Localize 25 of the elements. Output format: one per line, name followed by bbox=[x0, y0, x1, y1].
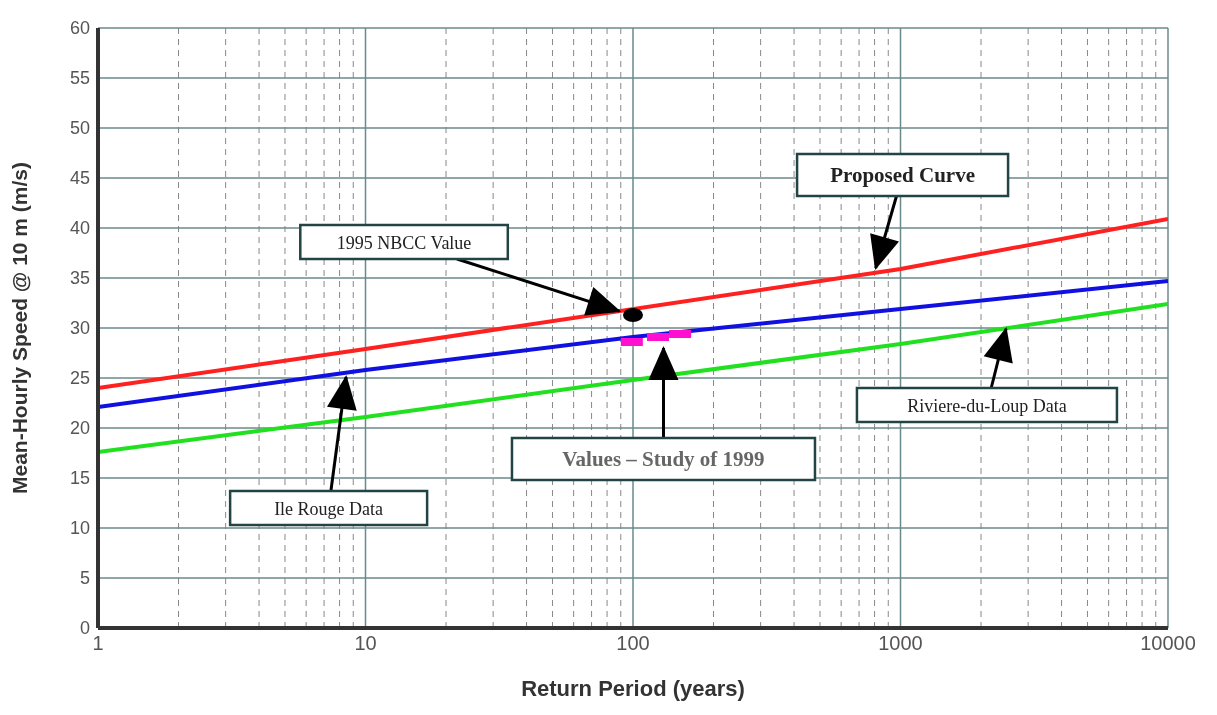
y-tick-label: 45 bbox=[69, 168, 90, 189]
y-tick-label: 20 bbox=[69, 418, 90, 439]
y-tick-label: 5 bbox=[79, 568, 90, 589]
x-tick-label: 1000 bbox=[878, 632, 923, 655]
annotation: Values – Study of 1999 bbox=[562, 447, 765, 471]
annotation: Proposed Curve bbox=[830, 163, 976, 187]
y-tick-label: 60 bbox=[69, 18, 90, 39]
x-axis-title: Return Period (years) bbox=[521, 676, 745, 701]
y-tick-label: 0 bbox=[79, 618, 90, 639]
y-tick-label: 30 bbox=[69, 318, 90, 339]
annotation: 1995 NBCC Value bbox=[336, 233, 472, 253]
x-tick-label: 1 bbox=[92, 632, 104, 655]
annotation: Riviere-du-Loup Data bbox=[907, 396, 1067, 416]
y-axis-title: Mean-Hourly Speed @ 10 m (m/s) bbox=[8, 161, 32, 495]
y-tick-label: 10 bbox=[69, 518, 90, 539]
x-tick-label: 100 bbox=[616, 632, 650, 655]
y-tick-label: 35 bbox=[69, 268, 90, 289]
y-tick-label: 25 bbox=[69, 368, 90, 389]
x-tick-label: 10 bbox=[354, 632, 377, 655]
y-tick-label: 15 bbox=[69, 468, 90, 489]
y-tick-label: 40 bbox=[69, 218, 90, 239]
y-tick-label: 50 bbox=[69, 118, 90, 139]
x-tick-label: 10000 bbox=[1140, 632, 1196, 655]
y-tick-label: 55 bbox=[69, 68, 90, 89]
annotation: Ile Rouge Data bbox=[274, 499, 384, 519]
